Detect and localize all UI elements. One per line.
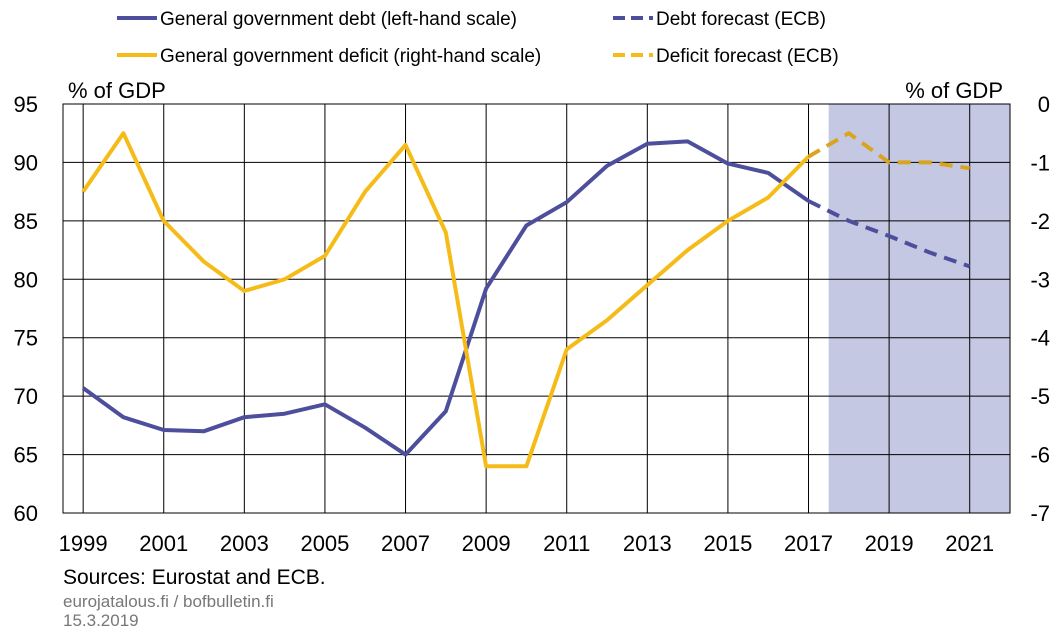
x-tick-label: 2007 [381,531,430,556]
axes: 95 90 85 80 75 70 65 60 0 -1 -2 -3 -4 -5 -6 -7 1999 2001 2… [14,92,1050,556]
x-tick-label: 2003 [220,531,269,556]
legend-label: Deficit forecast (ECB) [656,46,839,67]
left-y-tick-label: 80 [14,267,38,292]
footer-date: 15.3.2019 [63,611,139,630]
left-y-tick-label: 65 [14,443,38,468]
left-y-tick-label: 70 [14,384,38,409]
legend-label: Debt forecast (ECB) [656,9,826,30]
x-tick-label: 2005 [300,531,349,556]
x-tick-label: 2009 [462,531,511,556]
plot-area [62,103,1011,514]
right-y-tick-label: -3 [1030,267,1050,292]
legend-label: General government debt (left-hand scale… [160,9,517,30]
left-y-tick-label: 85 [14,209,38,234]
x-tick-label: 2001 [139,531,188,556]
series-layer [81,131,971,469]
x-tick-label: 2011 [543,531,590,556]
right-y-tick-label: -1 [1030,150,1050,175]
left-axis-unit-label: % of GDP [68,78,166,103]
right-y-tick-label: -4 [1030,326,1050,351]
x-tick-label: 2017 [784,531,833,556]
right-y-tick-label: -7 [1030,501,1050,526]
x-tick-label: 1999 [59,531,108,556]
right-y-tick-label: -2 [1030,209,1050,234]
right-y-tick-label: -5 [1030,384,1050,409]
legend-label: General government deficit (right-hand s… [160,46,541,67]
left-y-tick-label: 90 [14,150,38,175]
left-y-tick-label: 75 [14,326,38,351]
right-y-tick-label: 0 [1038,92,1050,117]
x-tick-label: 2015 [703,531,752,556]
x-tick-label: 2021 [945,531,994,556]
right-y-tick-label: -6 [1030,443,1050,468]
x-tick-label: 2019 [865,531,914,556]
left-y-tick-label: 60 [14,501,38,526]
left-y-tick-label: 95 [14,92,38,117]
plot-frame [62,103,1011,514]
right-axis-unit-label: % of GDP [905,78,1003,103]
x-tick-label: 2013 [623,531,672,556]
footer-site: eurojatalous.fi / bofbulletin.fi [63,592,274,611]
legend: General government debt (left-hand scale… [117,9,839,67]
forecast-shading [828,104,1010,513]
footer-sources: Sources: Eurostat and ECB. [63,566,326,589]
